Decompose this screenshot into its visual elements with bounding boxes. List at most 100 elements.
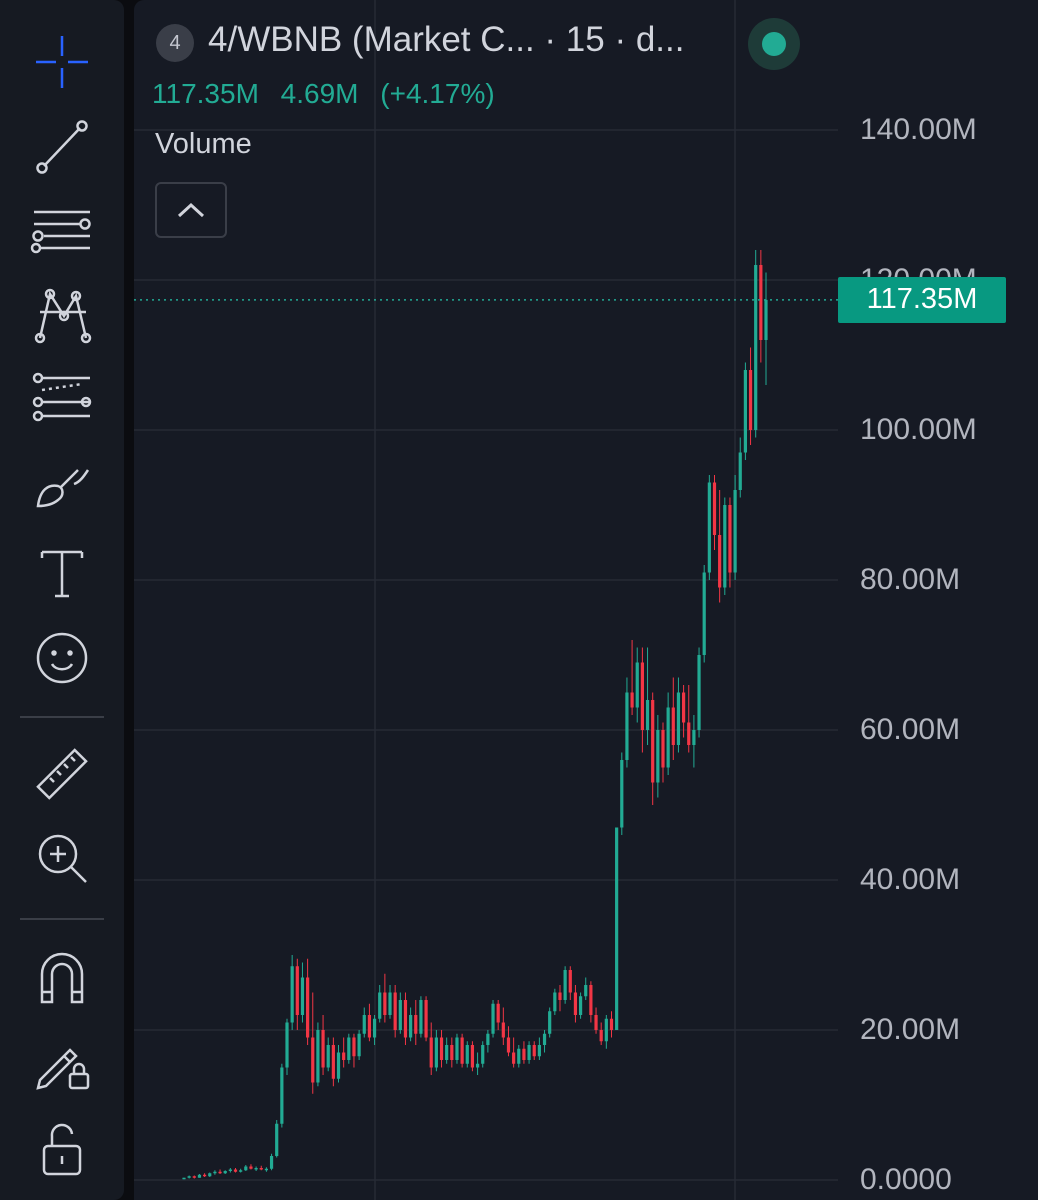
candlestick-chart[interactable] xyxy=(134,0,1038,1200)
candle-body xyxy=(723,505,727,588)
candle-body xyxy=(269,1156,274,1169)
chevron-up-icon xyxy=(177,202,205,218)
candle-body xyxy=(403,1000,408,1038)
candle-body xyxy=(275,1123,279,1156)
candle-body xyxy=(707,482,711,573)
candle-body xyxy=(651,700,655,783)
candle-body xyxy=(367,1015,372,1038)
crosshair-icon xyxy=(36,36,88,88)
horizontal-lines-tool-button[interactable] xyxy=(22,190,102,270)
fib-retracement-icon xyxy=(32,372,92,422)
candle-body xyxy=(187,1176,191,1178)
candle-body xyxy=(764,299,768,340)
candle-body xyxy=(553,992,557,1012)
candle-body xyxy=(754,265,758,430)
crosshair-tool-button[interactable] xyxy=(22,22,102,102)
emoji-tool-button[interactable] xyxy=(22,618,102,698)
candle-body xyxy=(362,1015,366,1034)
candle-body xyxy=(259,1168,263,1170)
candle-body xyxy=(378,992,382,1019)
trend-line-tool-button[interactable] xyxy=(22,106,102,186)
pattern-tool-button[interactable] xyxy=(22,274,102,354)
candle-body xyxy=(738,452,742,490)
candle-body xyxy=(681,692,686,723)
candle-body xyxy=(589,985,593,1015)
horizontal-lines-icon xyxy=(30,210,91,254)
candle-body xyxy=(383,992,387,1015)
candle-body xyxy=(264,1168,269,1171)
price-axis-label: 20.00M xyxy=(860,1013,961,1046)
candle-body xyxy=(285,1022,289,1068)
candle-body xyxy=(460,1037,464,1064)
candle-body xyxy=(542,1033,547,1045)
candle-body xyxy=(208,1173,212,1177)
toolbar-separator xyxy=(20,918,104,920)
toolbar-separator xyxy=(20,716,104,718)
candle-body xyxy=(527,1045,531,1060)
candle-body xyxy=(223,1171,227,1174)
pattern-icon xyxy=(34,288,92,344)
candle-body xyxy=(197,1174,202,1178)
candle-body xyxy=(357,1033,361,1057)
candle-body xyxy=(465,1045,469,1064)
candle-body xyxy=(203,1174,207,1177)
candle-body xyxy=(213,1171,217,1174)
candle-body xyxy=(352,1037,356,1057)
candle-body xyxy=(702,572,706,655)
text-tool-button[interactable] xyxy=(22,532,102,612)
candle-body xyxy=(439,1037,444,1060)
candle-body xyxy=(718,535,722,588)
candle-body xyxy=(594,1015,598,1030)
candle-body xyxy=(584,985,588,997)
candle-body xyxy=(640,662,644,730)
candle-body xyxy=(445,1045,449,1060)
candle-body xyxy=(615,827,619,1030)
candle-body xyxy=(455,1037,459,1060)
chart-panel[interactable]: 4 4/WBNB (Market C... · 15 · d... 117.35… xyxy=(134,0,1038,1200)
magnet-tool-button[interactable] xyxy=(22,936,102,1016)
candle-body xyxy=(501,1022,505,1038)
candle-body xyxy=(470,1045,475,1068)
unlock-tool-button[interactable] xyxy=(22,1108,102,1188)
zoom-in-tool-button[interactable] xyxy=(22,818,102,898)
candle-body xyxy=(295,966,299,1015)
candle-body xyxy=(625,692,629,760)
candle-body xyxy=(311,1037,315,1083)
lock-drawings-tool-button[interactable] xyxy=(22,1022,102,1102)
ruler-icon xyxy=(36,748,88,800)
brush-tool-button[interactable] xyxy=(22,442,102,522)
candle-body xyxy=(321,1030,325,1068)
candle-body xyxy=(563,970,567,1000)
candle-body xyxy=(491,1003,495,1034)
candle-body xyxy=(398,1000,402,1030)
candle-body xyxy=(604,1018,608,1042)
ruler-tool-button[interactable] xyxy=(22,734,102,814)
text-icon xyxy=(40,550,84,598)
candle-body xyxy=(512,1052,516,1064)
candle-body xyxy=(537,1045,541,1057)
collapse-indicators-button[interactable] xyxy=(155,182,227,238)
magnet-icon xyxy=(40,952,84,1004)
price-axis-label: 0.0000 xyxy=(860,1163,952,1196)
candle-body xyxy=(656,730,660,783)
candle-body xyxy=(254,1168,258,1170)
candle-body xyxy=(712,482,717,535)
candle-body xyxy=(676,692,681,745)
candle-body xyxy=(228,1169,232,1171)
candle-body xyxy=(182,1177,186,1180)
fib-retracement-tool-button[interactable] xyxy=(22,358,102,438)
candle-body xyxy=(239,1170,243,1172)
price-axis-label: 80.00M xyxy=(860,563,961,596)
candle-body xyxy=(697,655,701,730)
candle-body xyxy=(635,662,639,708)
candle-body xyxy=(748,370,753,430)
candle-body xyxy=(429,1037,433,1068)
price-axis-label: 140.00M xyxy=(860,113,977,146)
candle-body xyxy=(728,505,732,573)
candle-body xyxy=(517,1048,521,1064)
candle-body xyxy=(671,707,675,745)
candle-body xyxy=(218,1171,222,1174)
candle-body xyxy=(573,992,578,1015)
candle-body xyxy=(434,1037,438,1068)
candle-body xyxy=(244,1166,248,1171)
